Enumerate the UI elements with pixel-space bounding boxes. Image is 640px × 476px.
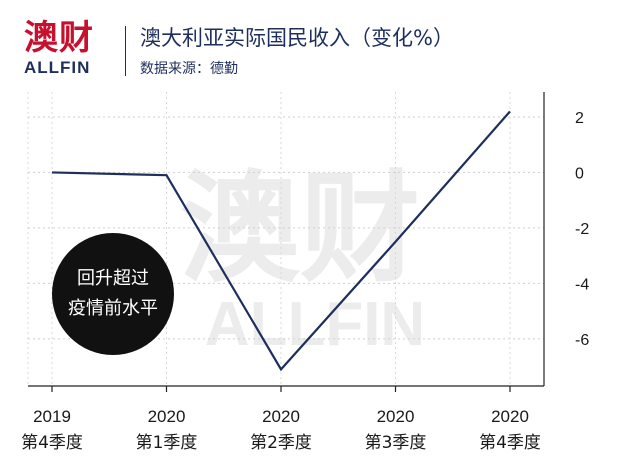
y-tick-label: -4 [575,276,589,293]
series-group [51,110,511,372]
y-tick-label: 0 [575,165,584,182]
brand-logo-cn: 澳财 [24,18,94,58]
y-axis-ticks: 2 0 -2 -4 -6 [575,110,589,349]
x-tick-label-quarter: 第4季度 [21,433,83,453]
x-tick-label-quarter: 第1季度 [136,433,198,453]
header: 澳财 ALLFIN 澳大利亚实际国民收入（变化%） 数据来源：德勤 [0,0,640,90]
annotation-circle: 回升超过 疫情前水平 [52,233,174,355]
x-tick-label-year: 2020 [377,407,415,426]
y-tick-label: 2 [575,110,584,127]
chart-title: 澳大利亚实际国民收入（变化%） [140,26,454,50]
annotation-line-2: 疫情前水平 [68,298,158,319]
chart-axes [28,92,545,392]
x-tick-label-quarter: 第4季度 [479,433,541,453]
x-tick-label-quarter: 第3季度 [365,433,427,453]
header-divider [125,26,126,76]
x-tick-label-year: 2020 [491,407,529,426]
annotation-line-1: 回升超过 [77,268,149,289]
watermark-en: ALLFIN [205,290,425,359]
brand-logo-en: ALLFIN [24,58,91,77]
y-tick-label: -2 [575,221,589,238]
chart-source: 数据来源：德勤 [140,61,238,77]
x-tick-label-year: 2020 [148,407,186,426]
x-axis-ticks: 2019 第4季度 2020 第1季度 2020 第2季度 2020 第3季度 2020 第4季度 [21,407,541,453]
x-tick-label-year: 2019 [33,407,71,426]
x-tick-label-year: 2020 [262,407,300,426]
watermark-cn: 澳财 [180,160,420,299]
x-tick-label-quarter: 第2季度 [250,433,312,453]
grid-lines [27,92,544,386]
y-tick-label: -6 [575,332,589,349]
